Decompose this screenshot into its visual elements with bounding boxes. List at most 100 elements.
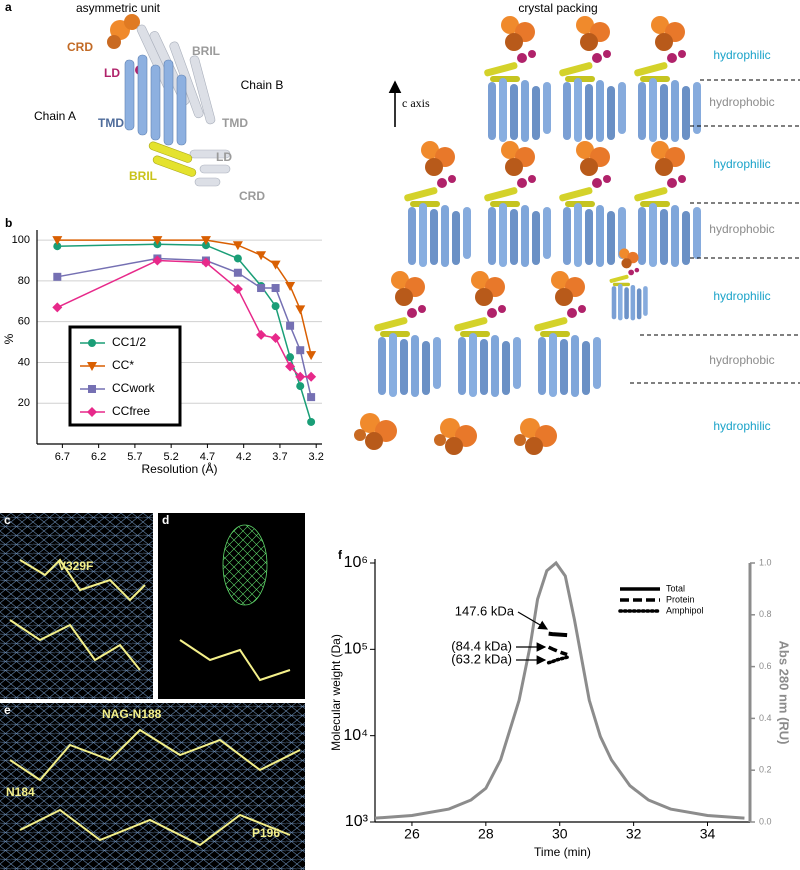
y-tick-label: 100 [12, 234, 30, 246]
x-tick-label: 34 [700, 826, 716, 842]
y2-tick-label: 0.4 [759, 713, 772, 723]
series-line [548, 631, 568, 638]
x-tick-label: 32 [626, 826, 642, 842]
legend-label: Amphipol [666, 605, 704, 615]
residue-label: NAG-N188 [102, 707, 162, 721]
legend-label: Protein [666, 594, 695, 604]
domain-label: CRD [239, 189, 265, 203]
axis-label: c axis [402, 96, 430, 110]
data-point [232, 284, 243, 295]
x-tick-label: 28 [478, 826, 494, 842]
layer-label: hydrophobic [709, 353, 774, 367]
x-axis-label: Time (min) [534, 845, 591, 859]
legend-marker [88, 385, 96, 393]
legend-label: Total [666, 583, 685, 593]
domain-label: TMD [222, 116, 248, 130]
data-point [256, 251, 267, 261]
residue-label: P196 [252, 826, 280, 840]
y-tick-label: 80 [18, 275, 30, 287]
y-tick-label: 10⁴ [343, 727, 368, 744]
data-point [270, 332, 281, 343]
y2-tick-label: 0.2 [759, 765, 772, 775]
legend-label: CC1/2 [112, 335, 146, 349]
y-tick-label: 10⁵ [344, 641, 368, 658]
legend-label: CCfree [112, 404, 150, 418]
domain-label: CRD [67, 40, 93, 54]
panel-label: d [162, 513, 169, 527]
data-point [53, 272, 62, 281]
panel-label: a [5, 0, 12, 14]
data-point [306, 351, 317, 361]
y-tick-label: 10⁶ [344, 554, 368, 571]
density-map-e [0, 703, 305, 870]
data-point [286, 321, 295, 330]
data-point [201, 241, 210, 250]
annotation: 147.6 kDa [455, 603, 515, 618]
x-tick-label: 3.7 [272, 451, 287, 463]
y-tick-label: 20 [18, 397, 30, 409]
layer-label: hydrophilic [713, 157, 770, 171]
panel-title: crystal packing [518, 1, 597, 15]
annotation-arrow [517, 611, 549, 630]
x-tick-label: 6.7 [55, 451, 70, 463]
legend-label: CC* [112, 358, 134, 372]
x-tick-label: 26 [404, 826, 420, 842]
layer-label: hydrophilic [713, 419, 770, 433]
x-tick-label: 5.7 [127, 451, 142, 463]
annotation: (84.4 kDa) [451, 638, 512, 653]
legend-marker [88, 339, 96, 347]
domain-label: BRIL [192, 44, 220, 58]
data-point [270, 260, 281, 270]
x-tick-label: 5.2 [164, 451, 179, 463]
x-tick-label: 4.7 [200, 451, 215, 463]
y2-axis-label: Abs 280 nm (RU) [777, 640, 792, 744]
data-point [296, 382, 305, 391]
crystal-packing [354, 16, 701, 455]
legend-label: CCwork [112, 381, 156, 395]
y-tick-label: 60 [18, 316, 30, 328]
data-point [271, 302, 280, 311]
data-point [233, 268, 242, 277]
data-point [53, 242, 62, 251]
layer-label: hydrophilic [713, 289, 770, 303]
data-point [52, 236, 63, 246]
x-tick-label: 4.2 [236, 451, 251, 463]
y-tick-label: 40 [18, 356, 30, 368]
data-point [200, 257, 211, 268]
domain-label: BRIL [129, 169, 157, 183]
data-point [306, 371, 317, 382]
residue-label: V329F [58, 559, 93, 573]
domain-label: LD [216, 150, 232, 164]
domain-label: TMD [98, 116, 124, 130]
x-tick-label: 6.2 [91, 451, 106, 463]
data-point [271, 284, 280, 293]
residue-label: N184 [6, 785, 35, 799]
panel-label: c [4, 513, 11, 527]
data-point [200, 236, 211, 246]
legend-marker [87, 362, 97, 371]
y-axis-label: % [2, 333, 16, 344]
layer-label: hydrophobic [709, 222, 774, 236]
data-point [285, 281, 296, 291]
layer-label: hydrophilic [713, 48, 770, 62]
domain-label: LD [104, 66, 120, 80]
x-tick-label: 30 [552, 826, 568, 842]
series-line [374, 560, 745, 820]
y-axis-label: Molecular weight (Da) [329, 634, 343, 751]
panel-label: e [4, 703, 11, 717]
layer-label: hydrophobic [709, 95, 774, 109]
panel-label: b [5, 216, 12, 230]
x-tick-label: 3.2 [309, 451, 324, 463]
data-point [295, 371, 306, 382]
legend-marker [87, 407, 97, 417]
data-point [232, 241, 243, 251]
density-map-d [158, 513, 305, 699]
x-axis-label: Resolution (Å) [141, 461, 217, 476]
series-line [547, 645, 568, 657]
y2-tick-label: 0.6 [759, 661, 772, 671]
data-point [152, 255, 163, 266]
y2-tick-label: 0.8 [759, 609, 772, 619]
series-line [546, 655, 569, 665]
data-point [285, 361, 296, 372]
structure-a [107, 14, 231, 187]
